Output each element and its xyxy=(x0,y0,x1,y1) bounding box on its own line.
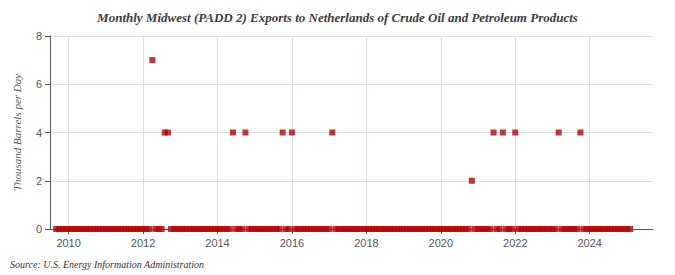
svg-text:Monthly Midwest (PADD 2) Expor: Monthly Midwest (PADD 2) Exports to Neth… xyxy=(96,10,578,25)
svg-text:2010: 2010 xyxy=(56,237,80,249)
svg-text:2022: 2022 xyxy=(503,237,527,249)
svg-text:2018: 2018 xyxy=(354,237,378,249)
svg-text:2020: 2020 xyxy=(429,237,453,249)
svg-text:0: 0 xyxy=(36,223,42,235)
svg-text:2: 2 xyxy=(36,175,42,187)
svg-text:6: 6 xyxy=(36,78,42,90)
svg-text:4: 4 xyxy=(36,127,42,139)
svg-text:2014: 2014 xyxy=(205,237,229,249)
svg-text:Thousand Barrels per Day: Thousand Barrels per Day xyxy=(11,74,23,191)
svg-text:2024: 2024 xyxy=(577,237,601,249)
svg-text:2012: 2012 xyxy=(131,237,155,249)
svg-text:Source: U.S. Energy Informatio: Source: U.S. Energy Information Administ… xyxy=(10,259,204,270)
svg-text:2016: 2016 xyxy=(280,237,304,249)
svg-text:8: 8 xyxy=(36,30,42,42)
